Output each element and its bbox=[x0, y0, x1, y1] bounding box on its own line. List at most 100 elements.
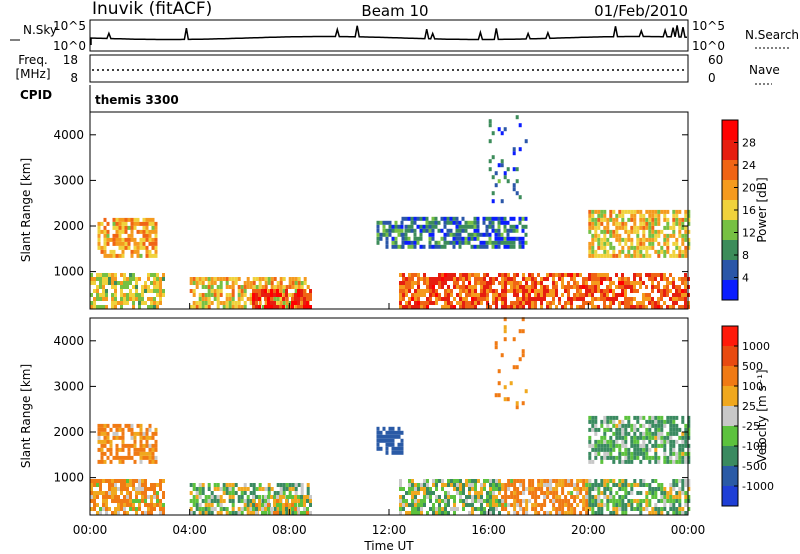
heatmap-cell bbox=[663, 217, 667, 222]
heatmap-cell bbox=[516, 281, 519, 285]
heatmap-cell bbox=[627, 451, 631, 456]
heatmap-cell bbox=[141, 491, 144, 495]
heatmap-cell bbox=[654, 511, 658, 515]
heatmap-cell bbox=[684, 249, 688, 254]
heatmap-cell bbox=[195, 491, 199, 495]
heatmap-cell bbox=[675, 301, 678, 305]
heatmap-cell bbox=[612, 419, 616, 424]
heatmap-cell bbox=[675, 241, 679, 246]
heatmap-cell bbox=[510, 285, 513, 289]
heatmap-cell bbox=[279, 503, 282, 507]
heatmap-cell bbox=[282, 285, 286, 289]
heatmap-cell bbox=[585, 277, 588, 281]
heatmap-cell bbox=[648, 423, 652, 428]
heatmap-cell bbox=[540, 297, 543, 301]
heatmap-cell bbox=[139, 443, 143, 448]
heatmap-cell bbox=[416, 224, 420, 229]
heatmap-cell bbox=[414, 491, 417, 495]
heatmap-cell bbox=[534, 301, 537, 305]
heatmap-cell bbox=[156, 285, 159, 289]
heatmap-cell bbox=[480, 503, 483, 507]
heatmap-cell bbox=[112, 225, 116, 230]
heatmap-cell bbox=[567, 479, 571, 483]
heatmap-cell bbox=[159, 301, 162, 305]
heatmap-cell bbox=[400, 450, 404, 455]
heatmap-cell bbox=[464, 236, 468, 241]
heatmap-cell bbox=[672, 281, 675, 285]
heatmap-cell bbox=[660, 483, 664, 487]
heatmap-cell bbox=[453, 277, 456, 281]
heatmap-cell bbox=[103, 249, 107, 254]
heatmap-cell bbox=[447, 511, 450, 515]
heatmap-cell bbox=[642, 293, 645, 297]
heatmap-cell bbox=[519, 297, 522, 301]
heatmap-cell bbox=[621, 495, 625, 499]
heatmap-cell bbox=[201, 511, 205, 515]
heatmap-cell bbox=[282, 277, 286, 281]
heatmap-cell bbox=[139, 431, 143, 436]
heatmap-cell bbox=[630, 427, 634, 432]
freq-unit: [MHz] bbox=[15, 67, 50, 81]
heatmap-cell bbox=[300, 285, 304, 289]
heatmap-cell bbox=[121, 253, 125, 258]
heatmap-cell bbox=[105, 499, 108, 503]
heatmap-cell bbox=[306, 487, 310, 491]
heatmap-cell bbox=[494, 171, 498, 176]
heatmap-cell bbox=[258, 297, 261, 301]
heatmap-cell bbox=[624, 459, 628, 464]
heatmap-cell bbox=[501, 499, 505, 503]
heatmap-cell bbox=[446, 228, 450, 233]
heatmap-cell bbox=[426, 491, 429, 495]
heatmap-cell bbox=[106, 229, 110, 234]
heatmap-cell bbox=[225, 487, 229, 491]
heatmap-cell bbox=[558, 511, 562, 515]
heatmap-cell bbox=[594, 217, 598, 222]
heatmap-cell bbox=[420, 277, 423, 281]
heatmap-cell bbox=[123, 483, 126, 487]
heatmap-cell bbox=[139, 245, 143, 250]
heatmap-cell bbox=[666, 245, 670, 250]
heatmap-cell bbox=[139, 435, 143, 440]
heatmap-cell bbox=[609, 455, 613, 460]
heatmap-cell bbox=[681, 237, 685, 242]
heatmap-cell bbox=[528, 293, 531, 297]
heatmap-cell bbox=[645, 419, 649, 424]
heatmap-cell bbox=[669, 435, 673, 440]
heatmap-cell bbox=[109, 237, 113, 242]
heatmap-cell bbox=[414, 511, 417, 515]
heatmap-cell bbox=[219, 285, 223, 289]
heatmap-cell bbox=[537, 511, 541, 515]
heatmap-cell bbox=[153, 487, 156, 491]
heatmap-cell bbox=[585, 301, 588, 305]
heatmap-cell bbox=[669, 495, 673, 499]
heatmap-cell bbox=[279, 289, 283, 293]
heatmap-cell bbox=[123, 293, 126, 297]
heatmap-cell bbox=[639, 507, 643, 511]
heatmap-cell bbox=[594, 483, 598, 487]
heatmap-cell bbox=[540, 293, 543, 297]
nsearch-tick-bottom: 10^0 bbox=[692, 39, 725, 53]
heatmap-cell bbox=[654, 443, 658, 448]
heatmap-cell bbox=[423, 305, 426, 309]
heatmap-cell bbox=[678, 511, 682, 515]
heatmap-cell bbox=[543, 491, 547, 495]
heatmap-cell bbox=[657, 285, 660, 289]
heatmap-cell bbox=[600, 273, 603, 277]
heatmap-cell bbox=[456, 301, 459, 305]
heatmap-cell bbox=[471, 293, 474, 297]
heatmap-cell bbox=[267, 495, 270, 499]
heatmap-cell bbox=[97, 459, 101, 464]
heatmap-cell bbox=[660, 249, 664, 254]
heatmap-cell bbox=[145, 237, 149, 242]
heatmap-cell bbox=[540, 491, 544, 495]
heatmap-cell bbox=[588, 427, 592, 432]
heatmap-cell bbox=[294, 289, 298, 293]
heatmap-cell bbox=[603, 491, 607, 495]
heatmap-cell bbox=[96, 285, 99, 289]
heatmap-cell bbox=[525, 289, 528, 293]
heatmap-cell bbox=[591, 281, 594, 285]
heatmap-cell bbox=[588, 277, 591, 281]
heatmap-cell bbox=[503, 127, 507, 132]
heatmap-cell bbox=[459, 479, 462, 483]
heatmap-cell bbox=[400, 446, 404, 451]
